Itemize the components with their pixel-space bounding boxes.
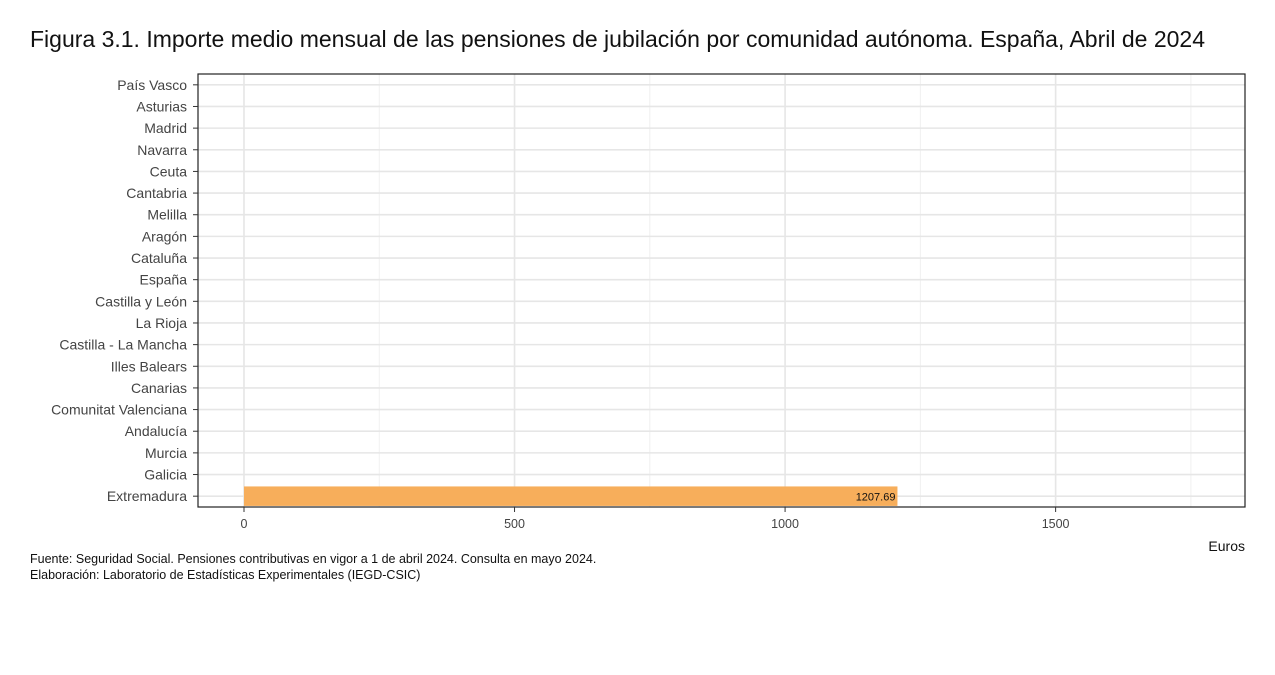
y-tick-label: España: [140, 272, 188, 288]
bar: [243, 486, 898, 506]
y-tick-label: Ceuta: [150, 163, 188, 179]
x-axis-title: Euros: [1208, 538, 1245, 554]
y-tick-label: Navarra: [137, 142, 187, 158]
y-tick-label: Castilla - La Mancha: [59, 337, 187, 353]
y-tick-label: Canarias: [131, 380, 187, 396]
bar-layer: 1207.69: [243, 486, 898, 506]
y-tick-label: Melilla: [147, 207, 187, 223]
y-tick-label: Illes Balears: [111, 358, 187, 374]
x-tick-label: 1500: [1042, 517, 1070, 531]
grid-layer: [198, 74, 1245, 507]
plot-frame: [197, 73, 1246, 508]
y-tick-label: Andalucía: [125, 423, 187, 439]
y-tick-label: Cataluña: [131, 250, 187, 266]
y-tick-label: Aragón: [142, 228, 187, 244]
y-tick-label: Extremadura: [107, 488, 187, 504]
y-tick-label: Murcia: [145, 445, 187, 461]
chart-notes: Fuente: Seguridad Social. Pensiones cont…: [30, 551, 596, 583]
bar-value-label: 1207.69: [856, 492, 896, 504]
y-tick-label: Comunitat Valenciana: [51, 402, 187, 418]
y-tick-label: Castilla y León: [95, 293, 187, 309]
y-tick-label: Cantabria: [126, 185, 187, 201]
y-tick-label: Madrid: [144, 120, 187, 136]
y-tick-label: Galicia: [144, 467, 187, 483]
chart-title: Figura 3.1. Importe medio mensual de las…: [30, 26, 1206, 52]
axis-layer: País Vasco Asturias Madrid Navarra Ceuta Cant…: [51, 77, 1070, 531]
x-tick-label: 0: [241, 517, 248, 531]
y-tick-label: País Vasco: [117, 77, 187, 93]
x-tick-label: 1000: [771, 517, 799, 531]
y-tick-label: La Rioja: [136, 315, 188, 331]
source-note: Fuente: Seguridad Social. Pensiones cont…: [30, 552, 597, 566]
x-tick-label: 500: [504, 517, 525, 531]
y-tick-label: Asturias: [136, 98, 187, 114]
credit-note: Elaboración: Laboratorio de Estadísticas…: [30, 568, 421, 582]
